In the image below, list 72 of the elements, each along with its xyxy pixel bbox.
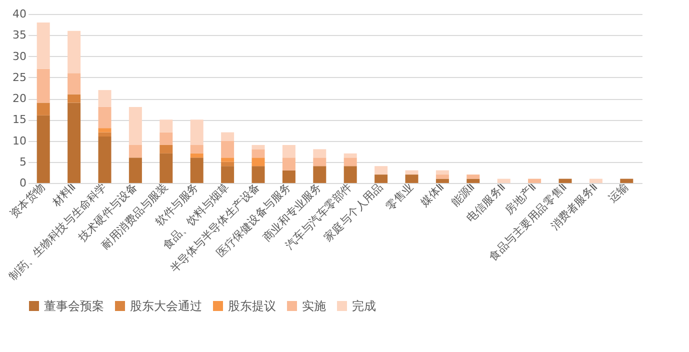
bar [344, 166, 357, 183]
bar [313, 166, 326, 183]
bar [344, 158, 357, 166]
bar [190, 153, 204, 158]
bar [36, 68, 50, 103]
bar [405, 170, 418, 175]
legend-label: 董事会预案 [44, 299, 104, 313]
bar [252, 149, 265, 158]
bar [68, 30, 81, 74]
bar [466, 178, 480, 183]
bar [128, 106, 142, 145]
bar [160, 144, 173, 154]
bar [160, 132, 173, 145]
bar [68, 73, 81, 94]
bar [68, 102, 81, 183]
bar [190, 120, 204, 145]
bar [68, 94, 81, 103]
bar [558, 178, 572, 183]
bar [620, 178, 634, 183]
y-tick-label: 0 [20, 176, 26, 190]
bar [313, 158, 326, 166]
legend-label: 股东提议 [228, 299, 276, 313]
bar [252, 158, 265, 166]
y-tick-label: 15 [12, 113, 26, 126]
legend-label: 股东大会通过 [130, 299, 202, 313]
y-tick-label: 20 [12, 92, 26, 105]
y-tick-label: 5 [20, 155, 26, 168]
x-tick-label: 运输 [606, 180, 631, 206]
bar [128, 158, 142, 183]
bar [160, 120, 173, 132]
y-tick-label: 40 [12, 8, 26, 20]
bar [221, 162, 234, 166]
bar [528, 178, 542, 183]
bar [98, 128, 112, 132]
bar [405, 174, 418, 183]
bar [221, 140, 234, 158]
bar [282, 170, 296, 183]
bar [436, 170, 449, 175]
bar [313, 149, 326, 158]
bar [374, 166, 388, 175]
bar [589, 178, 602, 183]
bar [374, 174, 388, 183]
bar [282, 144, 296, 158]
y-tick-label: 30 [12, 50, 26, 63]
bar [128, 144, 142, 158]
bar [466, 174, 480, 179]
bar [436, 178, 449, 183]
bar [98, 106, 112, 128]
y-tick-label: 25 [12, 70, 26, 84]
legend-label: 完成 [352, 299, 376, 313]
bar [98, 136, 112, 183]
bar [36, 22, 50, 69]
bar [221, 166, 234, 183]
x-tick-label: 零售业 [383, 180, 416, 214]
y-tick-label: 10 [12, 134, 26, 148]
bar [282, 158, 296, 170]
bar [190, 144, 204, 154]
bar [36, 102, 50, 116]
bar [344, 153, 357, 158]
y-tick-label: 35 [12, 28, 26, 42]
bar [221, 132, 234, 141]
bar [36, 115, 50, 183]
bar [98, 132, 112, 137]
bar [98, 90, 112, 107]
bar [221, 158, 234, 162]
bar [160, 153, 173, 183]
bar [497, 178, 510, 183]
bar [190, 158, 204, 183]
bar [252, 166, 265, 183]
legend-label: 实施 [302, 299, 326, 313]
bar [252, 144, 265, 150]
bar [436, 174, 449, 179]
